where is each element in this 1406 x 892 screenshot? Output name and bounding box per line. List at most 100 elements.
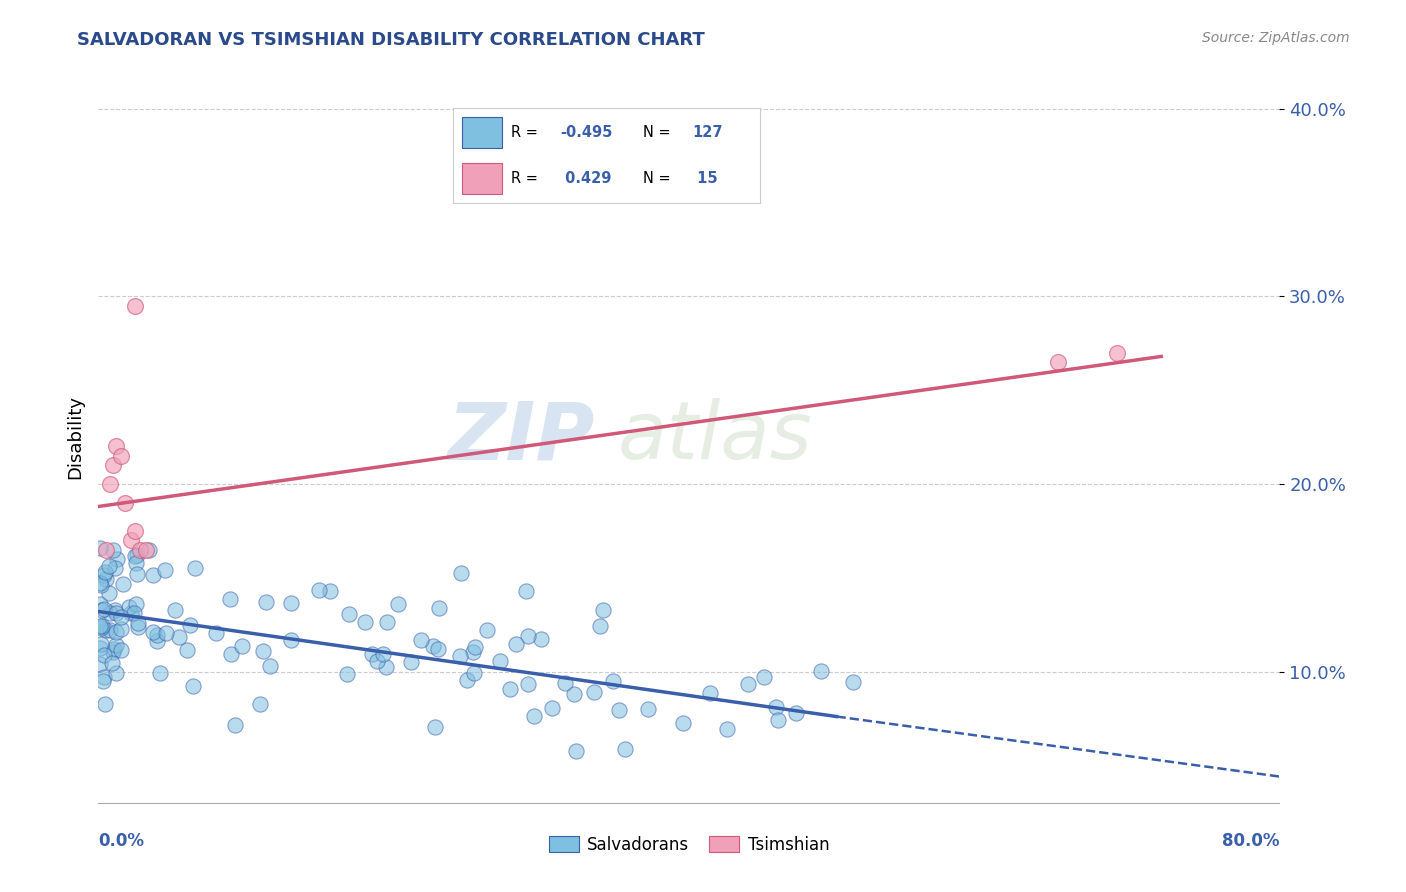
Point: [562, 687, 585, 701]
Point: [90, 603, 112, 617]
Point: [1107, 345, 1129, 359]
Point: [219, 647, 242, 661]
Point: [128, 542, 150, 557]
Point: [93, 602, 115, 616]
Point: [607, 703, 630, 717]
Point: [93, 568, 115, 582]
Point: [98, 606, 121, 620]
Point: [254, 594, 277, 608]
Point: [105, 606, 128, 620]
Point: [505, 637, 527, 651]
Point: [371, 647, 394, 661]
Point: [89, 619, 111, 633]
Point: [110, 643, 132, 657]
Point: [125, 548, 148, 562]
Point: [127, 615, 149, 630]
Point: [375, 659, 398, 673]
Point: [179, 618, 201, 632]
Point: [94, 572, 117, 586]
Point: [259, 658, 281, 673]
Point: [110, 449, 132, 463]
Point: [153, 563, 176, 577]
Point: [125, 556, 148, 570]
Point: [463, 666, 485, 681]
Point: [387, 598, 409, 612]
Point: [184, 561, 207, 575]
Point: [765, 699, 787, 714]
Point: [163, 603, 186, 617]
Point: [105, 440, 128, 454]
Point: [205, 626, 228, 640]
Point: [105, 638, 128, 652]
Point: [122, 606, 145, 620]
Point: [592, 603, 614, 617]
Point: [699, 686, 721, 700]
Text: Source: ZipAtlas.com: Source: ZipAtlas.com: [1202, 31, 1350, 45]
Point: [637, 701, 659, 715]
Point: [399, 655, 422, 669]
Point: [155, 625, 177, 640]
Point: [231, 640, 253, 654]
Text: 80.0%: 80.0%: [1222, 832, 1279, 850]
Point: [103, 645, 125, 659]
Point: [336, 666, 359, 681]
Point: [167, 630, 190, 644]
Point: [93, 648, 115, 662]
Point: [142, 625, 165, 640]
Point: [752, 670, 775, 684]
Point: [120, 606, 142, 620]
Point: [90, 621, 112, 635]
Point: [785, 706, 807, 721]
Point: [101, 542, 124, 557]
Point: [361, 648, 384, 662]
Point: [427, 642, 450, 657]
Point: [135, 542, 157, 557]
Point: [105, 624, 128, 639]
Y-axis label: Disability: Disability: [66, 395, 84, 479]
Point: [149, 666, 172, 681]
Point: [456, 673, 478, 687]
Point: [252, 644, 274, 658]
Point: [810, 665, 832, 679]
Point: [96, 623, 118, 637]
Point: [124, 524, 146, 538]
Text: SALVADORAN VS TSIMSHIAN DISABILITY CORRELATION CHART: SALVADORAN VS TSIMSHIAN DISABILITY CORRE…: [77, 31, 704, 49]
Point: [672, 716, 695, 731]
Point: [112, 576, 135, 591]
Point: [93, 673, 115, 688]
Point: [90, 637, 112, 651]
Point: [89, 575, 111, 590]
Point: [249, 697, 271, 711]
Point: [124, 299, 146, 313]
Point: [541, 701, 564, 715]
Point: [737, 677, 759, 691]
Point: [377, 615, 399, 629]
Point: [280, 597, 302, 611]
Point: [103, 642, 125, 657]
Point: [97, 586, 120, 600]
Point: [110, 622, 132, 636]
Point: [124, 597, 146, 611]
Point: [97, 558, 120, 573]
Point: [522, 708, 544, 723]
Point: [768, 713, 790, 727]
Point: [529, 632, 551, 647]
Point: [366, 654, 388, 668]
Point: [89, 641, 111, 656]
Point: [90, 577, 112, 591]
Point: [1046, 355, 1070, 369]
Point: [176, 642, 198, 657]
Point: [118, 599, 141, 614]
Point: [104, 603, 127, 617]
Point: [464, 640, 486, 655]
Point: [114, 496, 136, 510]
Point: [461, 645, 484, 659]
Point: [319, 583, 342, 598]
Point: [91, 619, 114, 633]
Point: [841, 674, 863, 689]
Point: [127, 567, 149, 582]
Point: [94, 565, 117, 579]
Point: [127, 619, 149, 633]
Point: [613, 742, 636, 756]
Point: [582, 685, 605, 699]
